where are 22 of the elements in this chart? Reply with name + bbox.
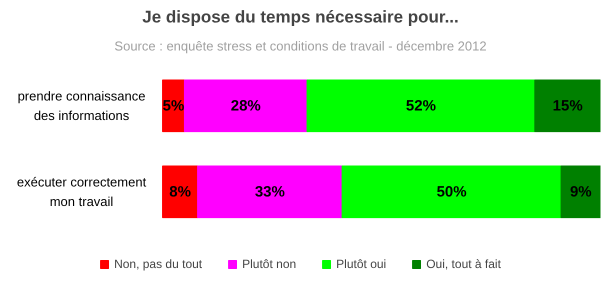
data-label: 50% (436, 183, 467, 200)
data-label: 28% (230, 97, 261, 114)
bar (342, 166, 562, 218)
bar (306, 80, 536, 132)
data-label: 8% (169, 183, 191, 200)
y-tick-label: exécuter correctement mon travail (16, 174, 147, 210)
chart-title: Je dispose du temps nécessaire pour... (142, 8, 459, 26)
legend-label: Oui, tout à fait (426, 257, 501, 271)
bar (560, 166, 600, 218)
bar (534, 80, 600, 132)
legend-label: Non, pas du tout (114, 257, 202, 271)
data-label: 9% (570, 183, 592, 200)
chart-subtitle: Source : enquête stress et conditions de travail - décembre 2012 (114, 38, 487, 54)
data-label: 52% (406, 97, 436, 114)
y-tick-label: prendre connaissance des informations (18, 88, 146, 124)
legend-label: Plutôt oui (336, 257, 386, 271)
data-label: 15% (552, 97, 583, 114)
data-label: 33% (254, 183, 285, 200)
legend-label: Plutôt non (242, 257, 296, 271)
bar (197, 166, 343, 218)
data-label: 5% (162, 97, 184, 114)
bar (184, 80, 308, 132)
